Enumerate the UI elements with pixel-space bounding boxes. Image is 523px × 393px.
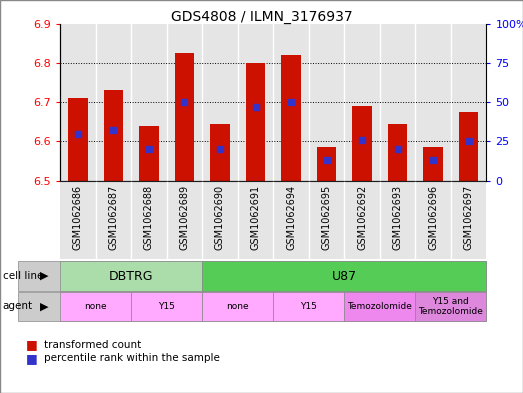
Text: ■: ■ <box>26 352 38 365</box>
Bar <box>167 24 202 181</box>
Text: DBTRG: DBTRG <box>109 270 153 283</box>
Text: GSM1062690: GSM1062690 <box>215 185 225 250</box>
Text: percentile rank within the sample: percentile rank within the sample <box>44 353 220 364</box>
Text: GSM1062695: GSM1062695 <box>322 185 332 250</box>
Bar <box>238 181 274 259</box>
Text: none: none <box>226 302 249 311</box>
Bar <box>344 181 380 259</box>
Text: GSM1062688: GSM1062688 <box>144 185 154 250</box>
Bar <box>344 24 380 181</box>
Text: agent: agent <box>3 301 33 311</box>
Bar <box>353 106 372 181</box>
Bar <box>202 24 238 181</box>
Bar <box>238 24 274 181</box>
Text: ▶: ▶ <box>40 271 49 281</box>
Bar <box>175 53 194 181</box>
Text: GSM1062697: GSM1062697 <box>463 185 474 250</box>
Text: ▶: ▶ <box>40 301 49 311</box>
Bar <box>380 24 415 181</box>
Bar <box>60 181 96 259</box>
Bar <box>388 124 407 181</box>
Text: GSM1062689: GSM1062689 <box>179 185 189 250</box>
Text: GDS4808 / ILMN_3176937: GDS4808 / ILMN_3176937 <box>170 10 353 24</box>
Bar <box>415 24 451 181</box>
Bar <box>131 24 167 181</box>
Bar <box>167 181 202 259</box>
Text: Y15 and
Temozolomide: Y15 and Temozolomide <box>418 297 483 316</box>
Text: GSM1062696: GSM1062696 <box>428 185 438 250</box>
Text: Y15: Y15 <box>300 302 317 311</box>
Bar <box>281 55 301 181</box>
Bar <box>246 63 265 181</box>
Bar <box>202 181 238 259</box>
Bar <box>309 24 344 181</box>
Bar <box>274 181 309 259</box>
Text: Temozolomide: Temozolomide <box>347 302 412 311</box>
Text: GSM1062693: GSM1062693 <box>393 185 403 250</box>
Text: ■: ■ <box>26 338 38 351</box>
Text: U87: U87 <box>332 270 357 283</box>
Bar <box>380 181 415 259</box>
Bar <box>96 181 131 259</box>
Text: transformed count: transformed count <box>44 340 142 350</box>
Bar <box>415 181 451 259</box>
Bar <box>451 181 486 259</box>
Text: none: none <box>84 302 107 311</box>
Bar <box>451 24 486 181</box>
Bar <box>96 24 131 181</box>
Bar <box>423 147 443 181</box>
Text: Y15: Y15 <box>158 302 175 311</box>
Bar <box>274 24 309 181</box>
Text: cell line: cell line <box>3 271 43 281</box>
Bar <box>104 90 123 181</box>
Text: GSM1062691: GSM1062691 <box>251 185 260 250</box>
Bar <box>459 112 479 181</box>
Bar <box>309 181 344 259</box>
Bar <box>317 147 336 181</box>
Text: GSM1062686: GSM1062686 <box>73 185 83 250</box>
Text: GSM1062694: GSM1062694 <box>286 185 296 250</box>
Bar <box>139 126 158 181</box>
Bar <box>60 24 96 181</box>
Bar <box>68 98 88 181</box>
Text: GSM1062687: GSM1062687 <box>108 185 118 250</box>
Bar <box>210 124 230 181</box>
Text: GSM1062692: GSM1062692 <box>357 185 367 250</box>
Bar <box>131 181 167 259</box>
